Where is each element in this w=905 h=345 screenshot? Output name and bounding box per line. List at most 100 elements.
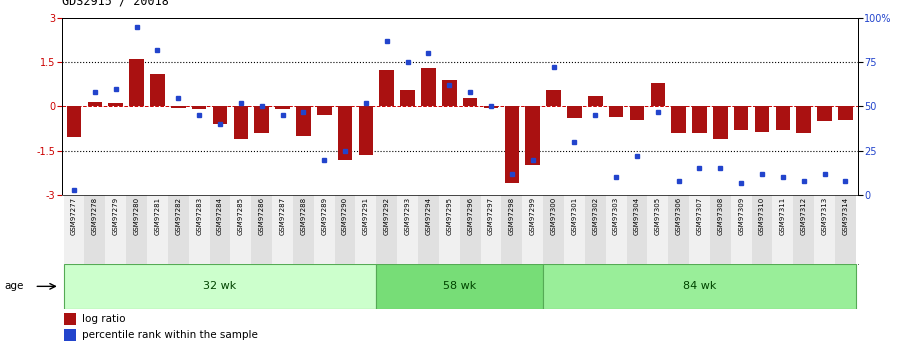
Text: GSM97314: GSM97314 — [843, 197, 848, 235]
Text: GSM97300: GSM97300 — [550, 197, 557, 235]
Text: 32 wk: 32 wk — [204, 282, 236, 291]
Text: GSM97301: GSM97301 — [571, 197, 577, 235]
Text: GSM97303: GSM97303 — [613, 197, 619, 235]
Bar — [126, 195, 147, 264]
Bar — [796, 106, 811, 133]
Bar — [630, 106, 644, 120]
Text: GSM97280: GSM97280 — [134, 197, 139, 235]
Bar — [672, 106, 686, 133]
Text: GSM97295: GSM97295 — [446, 197, 452, 235]
Text: GSM97284: GSM97284 — [217, 197, 223, 235]
Bar — [794, 195, 814, 264]
Text: GSM97312: GSM97312 — [801, 197, 806, 235]
Text: GSM97302: GSM97302 — [592, 197, 598, 235]
Text: GSM97296: GSM97296 — [467, 197, 473, 235]
Text: GSM97283: GSM97283 — [196, 197, 202, 235]
Bar — [776, 106, 790, 130]
Text: GDS2915 / 20018: GDS2915 / 20018 — [62, 0, 168, 8]
Bar — [379, 70, 394, 106]
Bar — [64, 313, 77, 325]
Text: GSM97277: GSM97277 — [71, 197, 77, 235]
Bar — [192, 106, 206, 109]
Bar — [752, 195, 773, 264]
Bar — [543, 195, 564, 264]
Bar — [483, 106, 499, 108]
Text: GSM97291: GSM97291 — [363, 197, 369, 235]
Bar — [668, 195, 689, 264]
Bar — [213, 106, 227, 124]
Bar — [543, 264, 856, 309]
Bar — [167, 195, 189, 264]
Bar — [64, 329, 77, 341]
Bar — [418, 195, 439, 264]
Text: GSM97282: GSM97282 — [176, 197, 181, 235]
Bar — [564, 195, 585, 264]
Bar — [460, 195, 481, 264]
Bar — [505, 106, 519, 183]
Bar — [626, 195, 647, 264]
Bar — [358, 106, 373, 155]
Bar — [275, 106, 290, 109]
Bar — [651, 83, 665, 106]
Bar — [67, 106, 81, 137]
Bar — [338, 106, 352, 159]
Text: percentile rank within the sample: percentile rank within the sample — [82, 330, 258, 340]
Bar — [835, 195, 856, 264]
Text: GSM97294: GSM97294 — [425, 197, 432, 235]
Text: GSM97310: GSM97310 — [759, 197, 765, 235]
Bar — [356, 195, 376, 264]
Text: GSM97279: GSM97279 — [113, 197, 119, 235]
Bar — [814, 195, 835, 264]
Bar — [376, 264, 543, 309]
Bar — [755, 106, 769, 131]
Bar — [63, 264, 376, 309]
Text: GSM97299: GSM97299 — [529, 197, 536, 235]
Bar — [547, 90, 561, 106]
Text: GSM97281: GSM97281 — [155, 197, 160, 235]
Bar — [150, 74, 165, 106]
Bar — [189, 195, 210, 264]
Bar — [439, 195, 460, 264]
Text: GSM97306: GSM97306 — [676, 197, 681, 235]
Bar — [254, 106, 269, 133]
Bar — [231, 195, 252, 264]
Bar — [605, 195, 626, 264]
Bar — [692, 106, 707, 133]
Bar — [88, 102, 102, 106]
Text: GSM97308: GSM97308 — [718, 197, 723, 235]
Text: GSM97278: GSM97278 — [92, 197, 98, 235]
Text: 84 wk: 84 wk — [682, 282, 716, 291]
Bar — [689, 195, 710, 264]
Text: GSM97304: GSM97304 — [634, 197, 640, 235]
Bar — [147, 195, 167, 264]
Bar — [84, 195, 105, 264]
Text: GSM97288: GSM97288 — [300, 197, 307, 235]
Text: GSM97292: GSM97292 — [384, 197, 390, 235]
Bar — [730, 195, 752, 264]
Text: 58 wk: 58 wk — [443, 282, 476, 291]
Bar — [272, 195, 293, 264]
Bar — [442, 80, 457, 106]
Bar — [734, 106, 748, 130]
Text: GSM97293: GSM97293 — [405, 197, 411, 235]
Bar — [296, 106, 310, 136]
Bar — [109, 104, 123, 106]
Bar — [252, 195, 272, 264]
Text: GSM97297: GSM97297 — [488, 197, 494, 235]
Text: GSM97286: GSM97286 — [259, 197, 264, 235]
Bar — [710, 195, 730, 264]
Text: GSM97290: GSM97290 — [342, 197, 348, 235]
Bar — [526, 106, 540, 166]
Bar — [522, 195, 543, 264]
Bar — [609, 106, 624, 117]
Bar — [462, 98, 478, 106]
Bar — [171, 106, 186, 108]
Bar — [501, 195, 522, 264]
Bar — [773, 195, 794, 264]
Text: GSM97309: GSM97309 — [738, 197, 744, 235]
Bar — [838, 106, 853, 120]
Bar — [293, 195, 314, 264]
Bar — [567, 106, 582, 118]
Text: GSM97307: GSM97307 — [697, 197, 702, 235]
Bar — [317, 106, 331, 115]
